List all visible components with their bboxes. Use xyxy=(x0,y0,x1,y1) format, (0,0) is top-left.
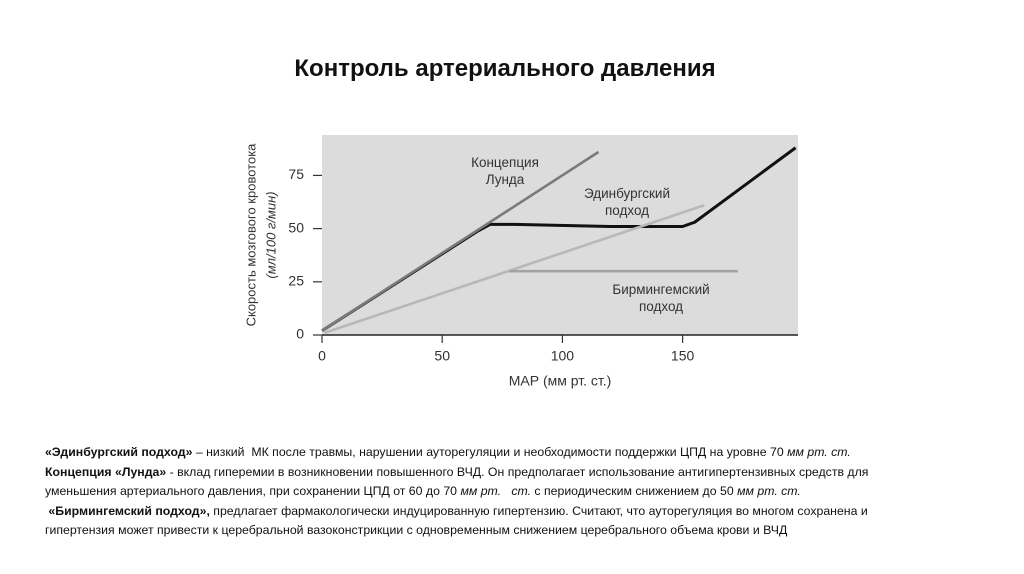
x-axis-label: МАР (мм рт. ст.) xyxy=(509,373,612,389)
y-axis-label: Скорость мозгового кровотока xyxy=(243,143,258,327)
x-tick-label: 100 xyxy=(551,348,575,364)
series-label: Эдинбургский подход xyxy=(583,186,671,218)
note-text: «Бирмингемский подход», xyxy=(45,503,210,518)
y-tick-label: 50 xyxy=(288,219,304,235)
series-label: Концепция Лунда xyxy=(471,155,539,187)
y-tick-label: 0 xyxy=(296,326,304,342)
y-tick-label: 25 xyxy=(288,273,304,289)
note-line: Концепция «Лунда» - вклад гиперемии в во… xyxy=(45,463,868,483)
plot-area xyxy=(322,135,798,335)
note-line: «Бирмингемский подход», предлагает фарма… xyxy=(45,502,868,522)
x-tick-label: 0 xyxy=(318,348,326,364)
series-label: Бирмингемский подход xyxy=(612,282,710,314)
y-tick-label: 75 xyxy=(288,166,304,182)
note-text: уменьшения артериального давления, при с… xyxy=(45,484,461,498)
note-text: - вклад гиперемии в возникновении повыше… xyxy=(166,464,869,479)
note-text: – низкий МК после травмы, нарушении ауто… xyxy=(192,445,788,459)
notes: «Эдинбургский подход» – низкий МК после … xyxy=(45,443,868,541)
note-text: мм рт. ст. xyxy=(787,445,851,459)
note-text: предлагает фармакологически индуцированн… xyxy=(209,503,868,518)
note-text: гипертензия может привести к церебрально… xyxy=(45,523,788,537)
line xyxy=(321,150,600,332)
note-line: «Эдинбургский подход» – низкий МК после … xyxy=(45,443,868,463)
x-tick-label: 50 xyxy=(434,348,450,364)
note-line: уменьшения артериального давления, при с… xyxy=(45,482,868,502)
note-text: «Эдинбургский подход» xyxy=(45,445,193,459)
line xyxy=(323,203,705,335)
x-tick-label: 150 xyxy=(671,348,695,364)
note-text: Концепция «Лунда» xyxy=(45,464,167,479)
note-line: гипертензия может привести к церебрально… xyxy=(45,521,868,541)
note-text: мм рт. ст. xyxy=(460,484,531,498)
y-axis-label: (мл/100 г/мин) xyxy=(263,191,278,278)
slide-title: Контроль артериального давления xyxy=(294,55,716,82)
note-text: мм рт. ст. xyxy=(737,484,801,498)
note-text: с периодическим снижением до 50 xyxy=(531,484,738,498)
